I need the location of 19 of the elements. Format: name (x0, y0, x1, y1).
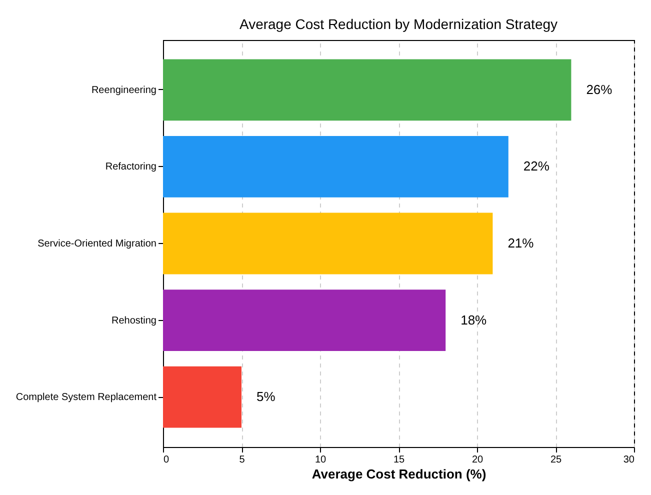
data-label: 21% (508, 236, 534, 250)
x-axis-title: Average Cost Reduction (%) (312, 466, 486, 482)
x-tick-label: 30 (623, 454, 635, 466)
x-tick-label: 15 (393, 454, 405, 466)
data-label: 22% (523, 158, 550, 174)
y-tick-label: Reengineering (91, 84, 156, 96)
data-label: 5% (256, 389, 276, 404)
y-tick-label: Rehosting (111, 315, 156, 326)
y-tick-label: Service-Oriented Migration (38, 238, 156, 250)
x-tick-label: 25 (550, 454, 562, 466)
x-tick-label: 0 (164, 454, 170, 466)
x-tick-label: 20 (472, 454, 484, 466)
data-label: 26% (586, 82, 613, 97)
x-tick-label: 10 (314, 454, 326, 466)
y-tick-label: Complete System Replacement (16, 392, 157, 404)
chart-title: Average Cost Reduction by Modernization Strategy (239, 16, 558, 32)
y-tick-label: Refactoring (105, 162, 156, 173)
data-label: 18% (460, 312, 488, 328)
x-tick-label: 5 (239, 454, 246, 466)
